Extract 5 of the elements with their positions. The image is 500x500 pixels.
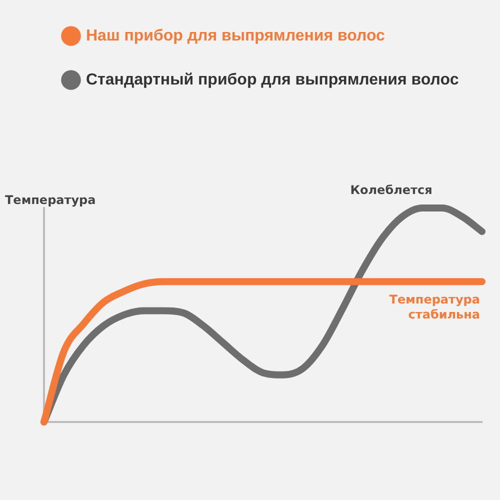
y-axis-title: Температура xyxy=(5,193,96,207)
annotation: Температура стабильна xyxy=(389,292,480,322)
legend-label: Стандартный прибор для выпрямления волос xyxy=(86,71,459,88)
text: Колеблется xyxy=(350,183,432,197)
legend-label: Наш прибор для выпрямления волос xyxy=(86,27,386,44)
